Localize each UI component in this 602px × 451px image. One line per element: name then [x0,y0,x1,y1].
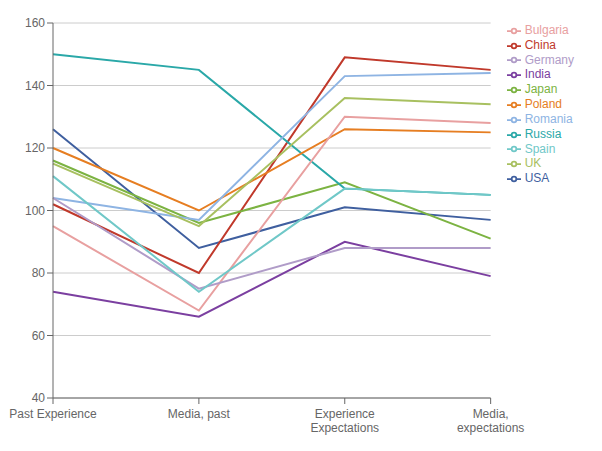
html-text:Poland: Poland [524,97,562,112]
svg-text:40: 40 [32,391,46,405]
svg-text:Media, past: Media, past [168,407,231,421]
svg-text:60: 60 [32,329,46,343]
svg-text:160: 160 [25,16,45,30]
html-text:UK: UK [524,156,542,171]
svg-text:Media,expectations: Media,expectations [457,407,524,435]
html-text:Bulgaria: Bulgaria [524,23,569,37]
html-text:Spain: Spain [524,141,556,156]
svg-text:80: 80 [32,266,46,280]
html-text:Japan: Japan [524,82,558,97]
svg-text:120: 120 [25,141,45,155]
svg-text:100: 100 [25,204,45,218]
html-text:Romania: Romania [524,112,573,126]
html-text:India: India [524,67,551,82]
html-text:Russia: Russia [524,126,562,141]
svg-text:ExperienceExpectations: ExperienceExpectations [310,407,379,435]
html-text:Germany: Germany [524,52,574,67]
svg-text:140: 140 [25,79,45,93]
html-text:China: China [524,37,556,52]
svg-text:Past Experience: Past Experience [9,407,97,421]
html-text:USA: USA [524,171,550,186]
